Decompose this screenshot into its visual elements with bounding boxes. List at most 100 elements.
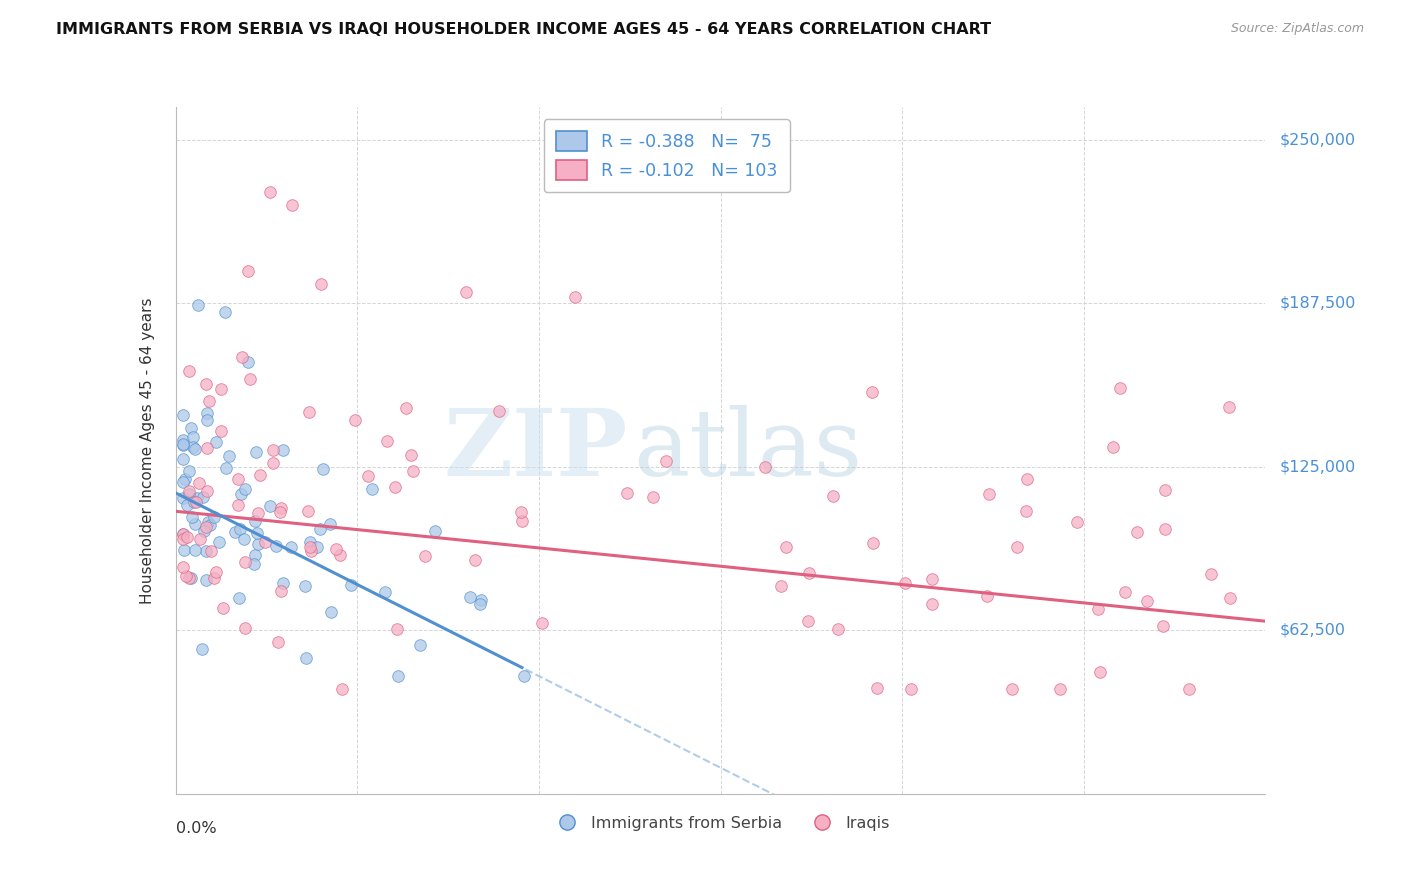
Point [224, 524, 246, 539]
Point [172, 452, 194, 467]
Point [409, 638, 432, 652]
Point [193, 490, 215, 504]
Point [862, 536, 884, 550]
Point [470, 593, 492, 607]
Point [1154, 522, 1177, 536]
Point [177, 464, 200, 478]
Point [246, 507, 269, 521]
Point [197, 515, 219, 529]
Point [202, 509, 225, 524]
Point [1126, 525, 1149, 540]
Text: Source: ZipAtlas.com: Source: ZipAtlas.com [1230, 22, 1364, 36]
Point [921, 572, 943, 586]
Point [270, 583, 292, 598]
Point [172, 527, 194, 541]
Point [228, 591, 250, 606]
Point [194, 573, 217, 587]
Point [340, 577, 363, 591]
Point [245, 549, 267, 563]
Point [374, 585, 396, 599]
Point [401, 448, 423, 462]
Point [218, 449, 240, 463]
Point [195, 406, 218, 420]
Point [229, 486, 252, 500]
Point [184, 517, 207, 532]
Point [298, 535, 321, 549]
Point [183, 440, 205, 454]
Text: $250,000: $250,000 [1279, 132, 1355, 147]
Point [510, 505, 533, 519]
Point [202, 571, 225, 585]
Point [226, 472, 249, 486]
Point [361, 482, 384, 496]
Point [1218, 400, 1240, 414]
Point [264, 540, 287, 554]
Point [1154, 483, 1177, 498]
Point [510, 515, 533, 529]
Point [413, 549, 436, 563]
Point [194, 520, 217, 534]
Point [172, 526, 194, 541]
Point [204, 435, 226, 450]
Point [325, 541, 347, 556]
Point [271, 443, 294, 458]
Point [183, 495, 205, 509]
Point [262, 456, 284, 470]
Point [214, 305, 236, 319]
Point [893, 576, 915, 591]
Point [267, 634, 290, 648]
Point [977, 486, 1000, 500]
Point [1114, 585, 1136, 599]
Point [564, 290, 586, 304]
Point [827, 622, 849, 636]
Point [775, 540, 797, 554]
Point [329, 548, 352, 562]
Point [172, 434, 194, 448]
Point [188, 532, 211, 546]
Point [194, 544, 217, 558]
Point [513, 669, 536, 683]
Point [530, 615, 553, 630]
Point [195, 484, 218, 499]
Point [253, 535, 276, 549]
Point [464, 553, 486, 567]
Point [395, 401, 418, 415]
Point [1178, 682, 1201, 697]
Point [226, 498, 249, 512]
Point [193, 524, 215, 538]
Point [318, 517, 340, 532]
Point [172, 475, 194, 490]
Point [187, 476, 209, 491]
Point [249, 468, 271, 483]
Point [330, 682, 353, 697]
Point [177, 484, 200, 499]
Point [176, 530, 198, 544]
Text: $125,000: $125,000 [1279, 459, 1355, 475]
Point [1219, 591, 1241, 606]
Point [298, 405, 321, 419]
Point [259, 185, 281, 199]
Point [198, 517, 221, 532]
Point [1199, 566, 1222, 581]
Point [1015, 504, 1038, 518]
Point [177, 487, 200, 501]
Point [184, 543, 207, 558]
Point [976, 589, 998, 603]
Point [191, 642, 214, 657]
Point [1088, 665, 1111, 679]
Point [1101, 440, 1123, 454]
Point [384, 479, 406, 493]
Point [402, 464, 425, 478]
Point [212, 600, 235, 615]
Point [295, 650, 318, 665]
Point [797, 615, 820, 629]
Point [860, 384, 883, 399]
Point [181, 509, 204, 524]
Point [233, 482, 256, 496]
Point [239, 372, 262, 386]
Point [616, 486, 638, 500]
Point [1001, 682, 1024, 697]
Point [821, 489, 844, 503]
Point [172, 437, 194, 451]
Point [1136, 594, 1159, 608]
